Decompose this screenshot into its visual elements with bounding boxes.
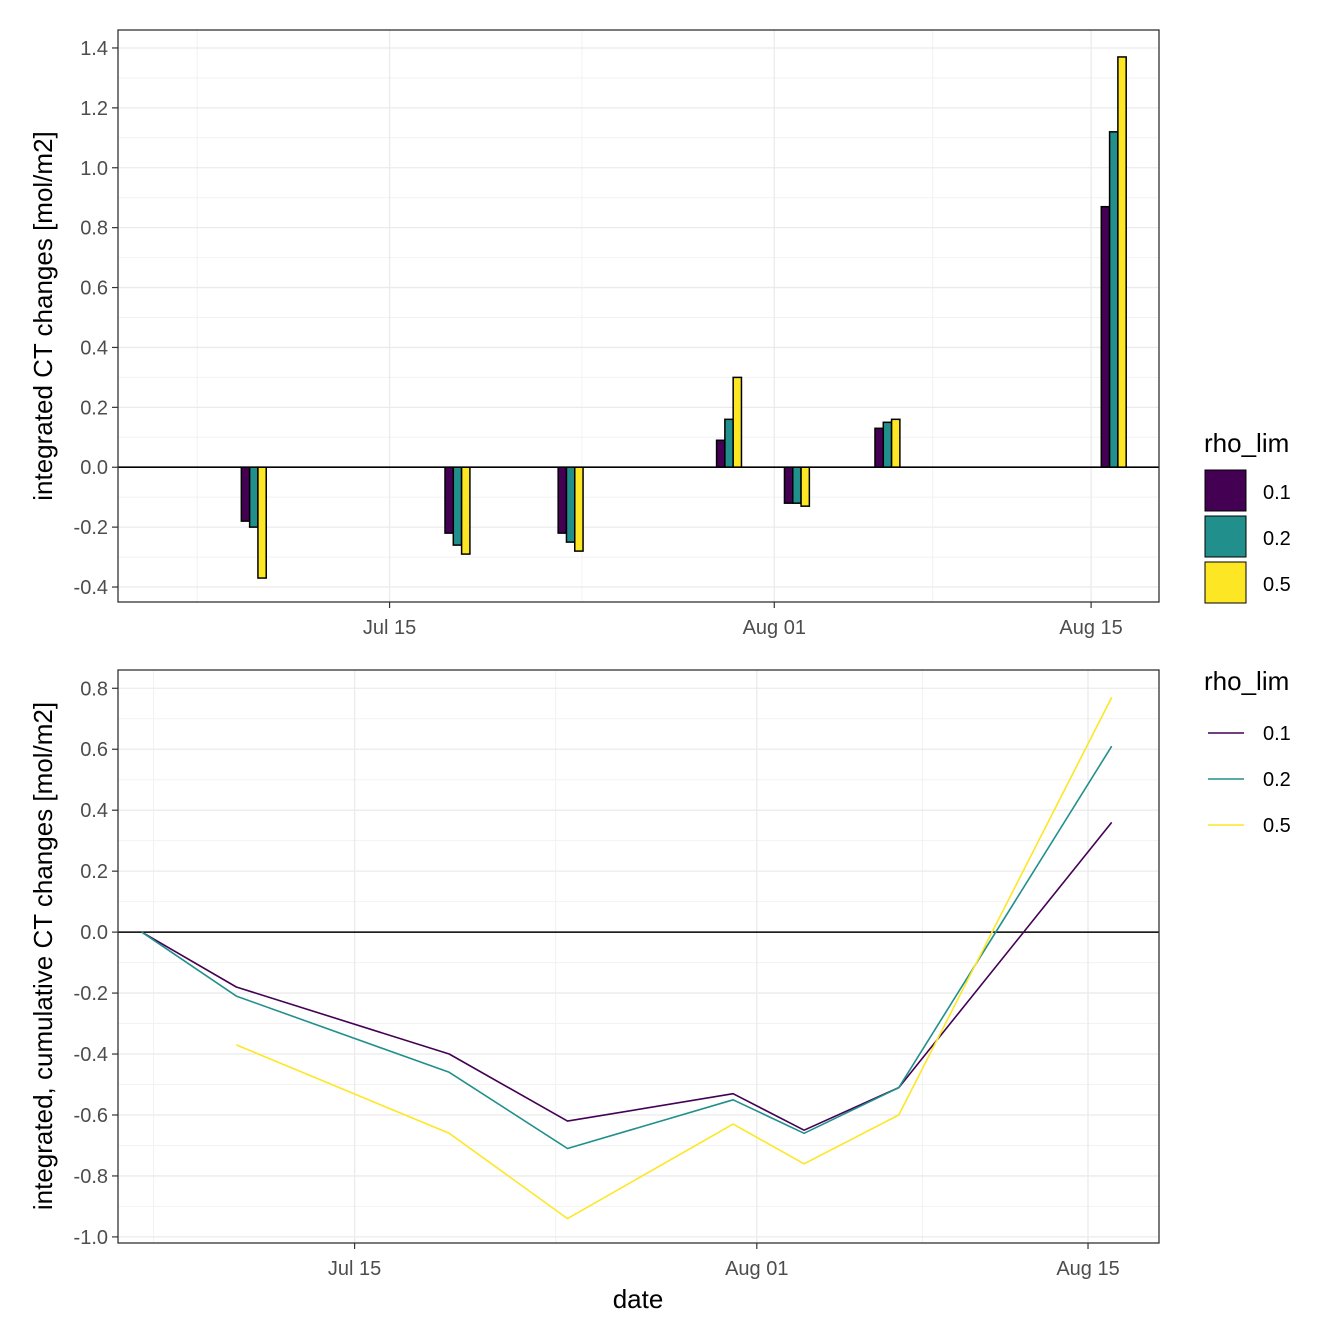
bar-0.2-2021-08-06	[882, 421, 893, 468]
y-tick-label: 0.4	[80, 337, 108, 359]
top-grid	[118, 30, 1159, 602]
top-y-axis-title: integrated CT changes [mol/m2]	[28, 131, 58, 500]
bar-0.5-2021-07-30	[732, 376, 743, 468]
x-tick-label: Jul 15	[328, 1258, 381, 1280]
bar-0.2-2021-08-16	[1108, 131, 1119, 468]
y-tick-label: -0.2	[74, 983, 108, 1005]
top-bars	[118, 56, 1159, 579]
bottom-x-axis-title: date	[613, 1284, 664, 1314]
top-legend-swatch-0.2	[1204, 515, 1247, 558]
top-legend-swatch-0.5	[1204, 561, 1247, 604]
bottom-legend: rho_lim 0.1 0.2 0.5	[1204, 666, 1291, 837]
x-tick-label: Jul 15	[363, 617, 416, 639]
bar-0.5-2021-07-18	[460, 466, 471, 555]
y-tick-label: 0.6	[80, 739, 108, 761]
bar-0.5-2021-08-06	[890, 418, 901, 468]
line-series-0.5	[235, 697, 1113, 1220]
y-tick-label: 0.6	[80, 278, 108, 300]
bottom-chart: -1.0 -0.8 -0.6 -0.4 -0.2 0.0 0.2 0.4 0.6 0.8 Jul 1…	[28, 666, 1291, 1314]
bottom-axes: -1.0 -0.8 -0.6 -0.4 -0.2 0.0 0.2 0.4 0.6 0.8 Jul 1…	[74, 678, 1120, 1280]
top-legend: rho_lim 0.1 0.2 0.5	[1204, 428, 1291, 604]
y-tick-label: -0.8	[74, 1166, 108, 1188]
y-tick-label: 1.4	[80, 38, 108, 60]
bottom-panel-border	[117, 669, 1160, 1244]
top-chart: -0.4 -0.2 0.0 0.2 0.4 0.6 0.8 1.0 1.2 1.4 Jul 15 Au…	[28, 29, 1291, 639]
y-tick-label: 0.0	[80, 922, 108, 944]
top-legend-label-0.2: 0.2	[1263, 528, 1291, 550]
bottom-lines	[118, 697, 1159, 1220]
line-series-0.2	[141, 745, 1113, 1150]
top-legend-label-0.5: 0.5	[1263, 574, 1291, 596]
bottom-legend-label-0.5: 0.5	[1263, 815, 1291, 837]
bottom-legend-label-0.2: 0.2	[1263, 769, 1291, 791]
y-tick-label: 0.8	[80, 218, 108, 240]
bar-0.5-2021-07-23	[574, 466, 584, 552]
y-tick-label: -0.6	[74, 1105, 108, 1127]
y-tick-label: -0.4	[74, 1044, 108, 1066]
y-tick-label: -0.4	[74, 577, 108, 599]
y-tick-label: 0.2	[80, 861, 108, 883]
bar-0.2-2021-07-09	[248, 466, 259, 528]
top-legend-swatch-0.1	[1204, 469, 1247, 512]
bottom-legend-label-0.1: 0.1	[1263, 723, 1291, 745]
x-tick-label: Aug 15	[1059, 617, 1122, 639]
top-axes: -0.4 -0.2 0.0 0.2 0.4 0.6 0.8 1.0 1.2 1.4 Jul 15 Au…	[74, 38, 1123, 639]
top-legend-title: rho_lim	[1204, 428, 1289, 458]
x-tick-label: Aug 15	[1056, 1258, 1119, 1280]
top-panel-border	[117, 29, 1160, 603]
bar-0.5-2021-08-02	[800, 466, 811, 507]
bar-0.1-2021-07-09	[240, 466, 251, 522]
y-tick-label: 0.0	[80, 457, 108, 479]
top-legend-label-0.1: 0.1	[1263, 482, 1291, 504]
bar-0.1-2021-07-30	[715, 439, 726, 468]
bar-0.1-2021-07-18	[444, 466, 455, 534]
bar-0.1-2021-07-23	[557, 466, 568, 534]
y-tick-label: 0.4	[80, 800, 108, 822]
bar-0.5-2021-07-09	[257, 466, 267, 579]
bar-0.1-2021-08-16	[1100, 205, 1111, 468]
bar-0.2-2021-07-30	[724, 418, 734, 468]
y-tick-label: 1.0	[80, 158, 108, 180]
bottom-legend-title: rho_lim	[1204, 666, 1289, 696]
y-tick-label: 0.8	[80, 678, 108, 700]
bottom-y-axis-title: integrated, cumulative CT changes [mol/m…	[28, 702, 58, 1210]
y-tick-label: -1.0	[74, 1227, 108, 1249]
bar-0.5-2021-08-16	[1117, 56, 1127, 468]
bar-0.1-2021-08-06	[874, 427, 885, 468]
bar-0.2-2021-08-02	[792, 466, 802, 504]
y-tick-label: -0.2	[74, 517, 108, 539]
x-tick-label: Aug 01	[743, 617, 806, 639]
bar-0.1-2021-08-02	[783, 466, 794, 504]
bar-0.2-2021-07-23	[565, 466, 576, 543]
y-tick-label: 0.2	[80, 397, 108, 419]
x-tick-label: Aug 01	[725, 1258, 788, 1280]
y-tick-label: 1.2	[80, 98, 108, 120]
bar-0.2-2021-07-18	[452, 466, 463, 546]
